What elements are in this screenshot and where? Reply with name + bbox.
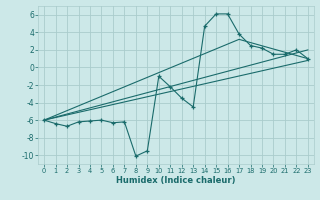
X-axis label: Humidex (Indice chaleur): Humidex (Indice chaleur) [116,176,236,185]
